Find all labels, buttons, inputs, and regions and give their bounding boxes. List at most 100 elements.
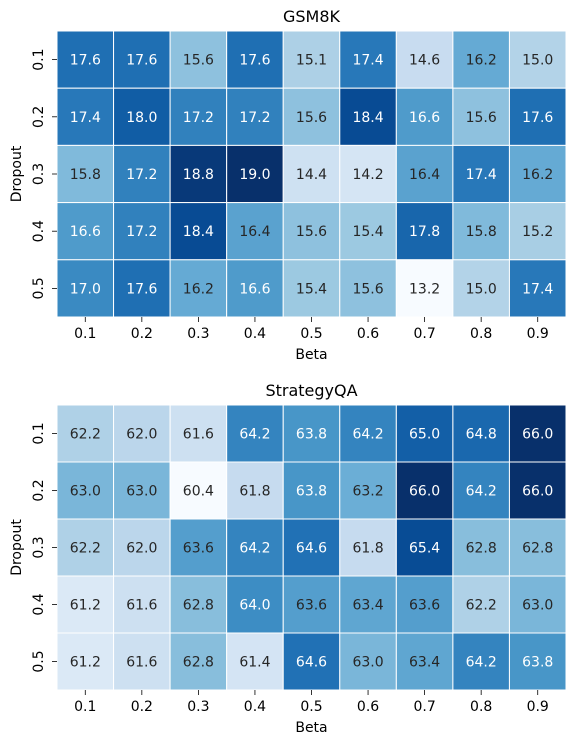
heatmap-cell bbox=[169, 30, 228, 89]
heatmap-cell bbox=[113, 30, 171, 89]
cell-value-label: 64.2 bbox=[239, 541, 270, 557]
heatmap-cell bbox=[395, 518, 454, 577]
cell-value-label: 18.8 bbox=[183, 167, 214, 183]
y-axis-label: Dropout bbox=[9, 519, 25, 576]
x-axis-label: Beta bbox=[295, 347, 327, 363]
cell-value-label: 17.2 bbox=[239, 110, 270, 126]
cell-value-label: 17.6 bbox=[126, 281, 157, 297]
cell-value-label: 64.2 bbox=[466, 484, 497, 500]
y-tick-label: 0.4 bbox=[31, 593, 47, 615]
heatmap-cell bbox=[452, 30, 510, 89]
heatmap-cell bbox=[452, 202, 510, 261]
y-tick-label: 0.4 bbox=[31, 220, 47, 242]
heatmap-cell bbox=[508, 259, 566, 318]
cell-value-label: 15.8 bbox=[70, 167, 101, 183]
heatmap-cell bbox=[395, 461, 454, 520]
heatmap-cell bbox=[113, 87, 171, 146]
heatmap-cell bbox=[56, 575, 115, 634]
cell-value-label: 18.4 bbox=[352, 110, 383, 126]
y-tick-label: 0.3 bbox=[31, 163, 47, 185]
cell-value-label: 14.6 bbox=[409, 53, 440, 69]
cell-value-label: 16.6 bbox=[239, 281, 270, 297]
heatmap-cell bbox=[508, 30, 566, 89]
cell-value-label: 17.4 bbox=[70, 110, 101, 126]
heatmap-cell bbox=[226, 87, 284, 146]
cell-value-label: 61.8 bbox=[352, 541, 383, 557]
cell-value-label: 62.8 bbox=[466, 541, 497, 557]
y-axis-label: Dropout bbox=[9, 145, 25, 202]
cell-value-label: 15.2 bbox=[522, 224, 553, 240]
x-tick-label: 0.8 bbox=[470, 699, 492, 715]
cell-value-label: 17.6 bbox=[126, 53, 157, 69]
cell-value-label: 63.4 bbox=[409, 655, 440, 671]
y-tick-label: 0.5 bbox=[31, 650, 47, 672]
heatmap-cell bbox=[508, 144, 566, 204]
x-tick-label: 0.4 bbox=[244, 326, 266, 342]
cell-value-label: 18.0 bbox=[126, 110, 157, 126]
cell-value-label: 62.8 bbox=[522, 541, 553, 557]
cell-value-label: 15.0 bbox=[522, 53, 553, 69]
x-tick-label: 0.6 bbox=[357, 699, 379, 715]
heatmap-cell bbox=[226, 259, 284, 318]
cell-value-label: 62.0 bbox=[126, 541, 157, 557]
heatmap-cell bbox=[452, 518, 510, 577]
heatmap-cell bbox=[113, 632, 171, 691]
heatmap-cell bbox=[452, 632, 510, 691]
heatmap-cell bbox=[226, 461, 284, 520]
x-tick-label: 0.3 bbox=[187, 326, 209, 342]
cell-value-label: 15.1 bbox=[296, 53, 327, 69]
x-tick-label: 0.8 bbox=[470, 326, 492, 342]
heatmap-cell bbox=[169, 144, 228, 204]
cell-value-label: 17.8 bbox=[409, 224, 440, 240]
cell-value-label: 15.6 bbox=[352, 281, 383, 297]
heatmap-cell bbox=[169, 404, 228, 463]
heatmap-cell bbox=[169, 632, 228, 691]
cell-value-label: 64.2 bbox=[352, 427, 383, 443]
cell-value-label: 63.6 bbox=[409, 598, 440, 614]
heatmap-cell bbox=[282, 575, 341, 634]
cell-value-label: 17.6 bbox=[70, 53, 101, 69]
cell-value-label: 66.0 bbox=[409, 484, 440, 500]
heatmap-cell bbox=[56, 461, 115, 520]
chart-title: GSM8K bbox=[283, 7, 341, 26]
y-tick-label: 0.2 bbox=[31, 106, 47, 128]
cell-value-label: 61.4 bbox=[239, 655, 270, 671]
cell-value-label: 17.4 bbox=[466, 167, 497, 183]
heatmap-cell bbox=[113, 518, 171, 577]
x-tick-label: 0.4 bbox=[244, 699, 266, 715]
y-tick-label: 0.1 bbox=[31, 48, 47, 70]
y-tick-label: 0.1 bbox=[31, 422, 47, 444]
heatmap-cell bbox=[339, 461, 397, 520]
y-tick-label: 0.3 bbox=[31, 536, 47, 558]
heatmap-cell bbox=[282, 461, 341, 520]
heatmap-cell bbox=[452, 575, 510, 634]
heatmap-cell bbox=[452, 259, 510, 318]
heatmap-cell bbox=[169, 461, 228, 520]
heatmap-cell bbox=[508, 461, 566, 520]
cell-value-label: 65.0 bbox=[409, 427, 440, 443]
cell-value-label: 13.2 bbox=[409, 281, 440, 297]
heatmap-cell bbox=[56, 87, 115, 146]
heatmap-cell bbox=[508, 575, 566, 634]
cell-value-label: 15.4 bbox=[296, 281, 327, 297]
heatmap-cell bbox=[395, 404, 454, 463]
cell-value-label: 66.0 bbox=[522, 484, 553, 500]
cell-value-label: 17.4 bbox=[352, 53, 383, 69]
x-axis-label: Beta bbox=[295, 720, 327, 735]
cell-value-label: 63.6 bbox=[296, 598, 327, 614]
heatmap-cell bbox=[113, 144, 171, 204]
x-tick-label: 0.1 bbox=[74, 699, 96, 715]
cell-value-label: 63.8 bbox=[522, 655, 553, 671]
heatmap-cell bbox=[282, 404, 341, 463]
x-tick-label: 0.2 bbox=[131, 326, 153, 342]
cell-value-label: 19.0 bbox=[239, 167, 270, 183]
cell-value-label: 62.8 bbox=[183, 598, 214, 614]
x-tick-label: 0.7 bbox=[413, 326, 435, 342]
heatmap-cell bbox=[339, 632, 397, 691]
cell-value-label: 63.8 bbox=[296, 427, 327, 443]
heatmap-cell bbox=[339, 259, 397, 318]
cell-value-label: 16.2 bbox=[522, 167, 553, 183]
cell-value-label: 63.0 bbox=[126, 484, 157, 500]
heatmap-cell bbox=[56, 404, 115, 463]
cell-value-label: 14.2 bbox=[352, 167, 383, 183]
